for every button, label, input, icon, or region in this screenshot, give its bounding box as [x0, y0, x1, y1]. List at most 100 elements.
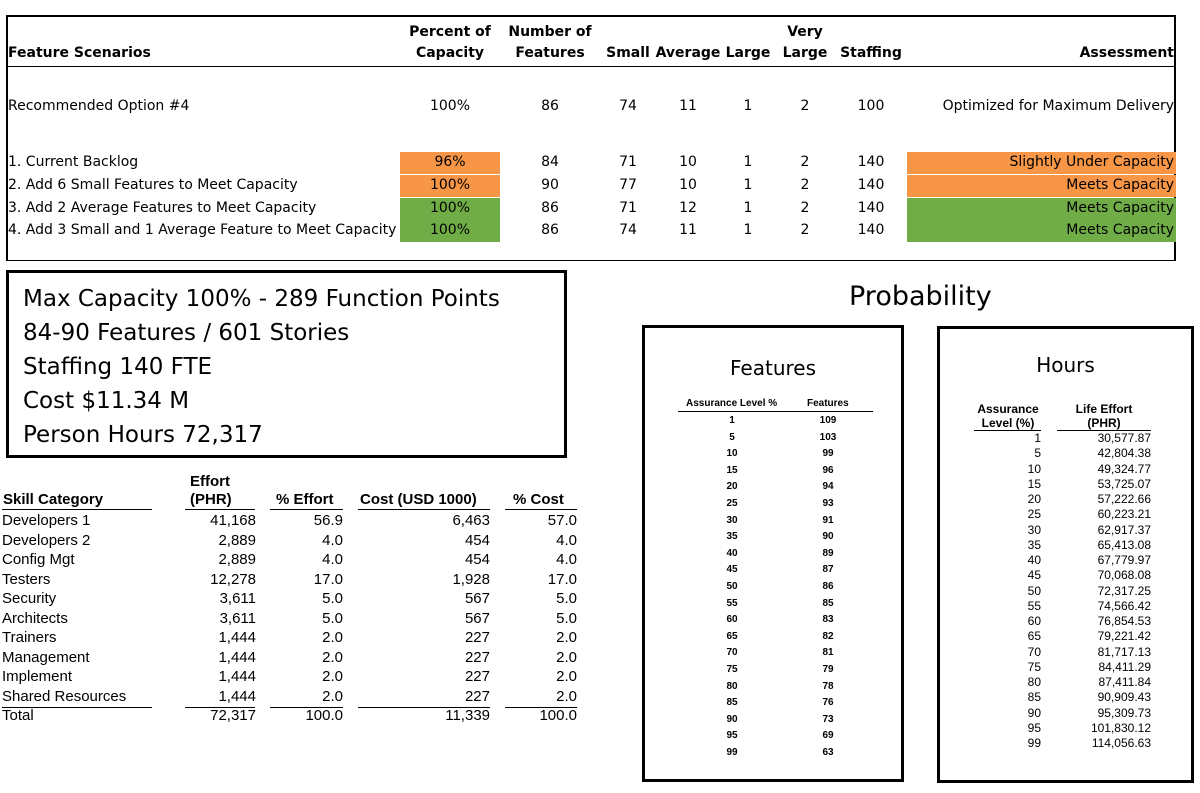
- skill-pct-effort-cell: 17.0: [313, 570, 343, 588]
- skill-category-cell: Security: [2, 590, 57, 607]
- assurance-level-cell: 60: [1027, 614, 1041, 628]
- features-header-underline: [678, 411, 873, 412]
- skill-cost-cell: 227: [464, 687, 490, 705]
- skill-total-divider: [2, 707, 152, 708]
- scenario-percent: 100%: [429, 177, 471, 193]
- skill-cost-cell: 6,463: [452, 512, 490, 529]
- life-effort-cell: 65,413.08: [1097, 537, 1151, 552]
- skill-cost-cell: 227: [464, 648, 490, 666]
- skill-total-divider: [505, 707, 577, 708]
- features-count-cell: 87: [822, 564, 834, 576]
- assurance-level-cell: 15: [726, 464, 738, 476]
- recommended-average: 11: [679, 98, 697, 114]
- features-count-cell: 93: [822, 498, 834, 509]
- assurance-level-cell: 30: [1027, 522, 1041, 537]
- skill-category-table: Skill Category Effort (PHR) % Effort Cos…: [0, 470, 590, 730]
- skill-effort-cell: 1,444: [218, 687, 256, 705]
- skill-effort-cell: 3,611: [219, 590, 256, 607]
- assurance-level-cell: 1: [729, 415, 735, 426]
- scenario-very-large: 2: [800, 154, 810, 170]
- assurance-level-cell: 70: [1027, 644, 1041, 659]
- header-average: Average: [655, 45, 721, 61]
- header-assessment: Assessment: [1079, 45, 1174, 61]
- scenario-staffing: 140: [857, 200, 885, 216]
- skill-effort-cell: 3,611: [219, 609, 256, 627]
- assurance-level-cell: 99: [1027, 736, 1041, 750]
- features-count-cell: 91: [822, 514, 834, 526]
- assurance-level-cell: 45: [1027, 568, 1041, 583]
- scenario-features: 86: [541, 222, 559, 238]
- capacity-summary-box: Max Capacity 100% - 289 Function Points …: [6, 270, 567, 458]
- skill-pct-effort-cell: 4.0: [322, 531, 343, 549]
- life-effort-cell: 101,830.12: [1090, 720, 1151, 735]
- scenario-staffing: 140: [857, 177, 885, 193]
- features-count-cell: 82: [822, 630, 834, 642]
- recommended-option-name: Recommended Option #4: [8, 98, 190, 114]
- header-number-line2: Features: [515, 45, 585, 61]
- features-count-cell: 76: [822, 697, 834, 709]
- skill-pct-cost-cell: 2.0: [556, 629, 577, 646]
- skill-pct-effort-cell: 5.0: [322, 609, 343, 627]
- life-effort-cell: 81,717.13: [1097, 644, 1151, 659]
- summary-staffing: Staffing 140 FTE: [23, 354, 213, 380]
- skill-pct-cost-cell: 2.0: [556, 668, 577, 685]
- life-effort-cell: 114,056.63: [1091, 736, 1151, 750]
- skill-pct-cost-cell: 4.0: [556, 531, 577, 549]
- skill-cost-cell: 454: [464, 551, 490, 568]
- features-count-cell: 89: [822, 547, 834, 559]
- assurance-level-cell: 10: [726, 448, 738, 460]
- assurance-level-cell: 25: [726, 498, 738, 509]
- scenario-very-large: 2: [800, 177, 810, 193]
- skill-header-pct-effort: % Effort: [276, 491, 334, 508]
- skill-pct-cost-cell: 100.0: [539, 707, 577, 724]
- scenario-assessment: Meets Capacity: [1066, 177, 1174, 193]
- skill-pct-cost-cell: 4.0: [556, 551, 577, 568]
- skill-category-cell: Developers 2: [2, 531, 91, 549]
- scenario-small: 74: [619, 222, 637, 238]
- recommended-large: 1: [743, 98, 753, 114]
- skill-pct-effort-cell: 100.0: [305, 707, 343, 724]
- recommended-staffing: 100: [857, 98, 885, 114]
- hours-col-effort-line2: (PHR): [1087, 416, 1121, 430]
- header-very-line1: Very: [787, 24, 823, 40]
- scenario-very-large: 2: [800, 222, 810, 238]
- scenario-percent-fill: [400, 175, 500, 197]
- scenario-very-large: 2: [800, 200, 810, 216]
- life-effort-cell: 42,804.38: [1097, 446, 1151, 461]
- skill-pct-effort-cell: 2.0: [322, 629, 343, 646]
- assurance-level-cell: 50: [1027, 583, 1041, 598]
- header-large: Large: [725, 45, 771, 61]
- probability-title: Probability: [849, 281, 992, 312]
- skill-header-underline: [505, 509, 577, 510]
- skill-cost-cell: 227: [464, 668, 490, 685]
- skill-category-cell: Architects: [2, 609, 68, 627]
- scenario-average: 10: [679, 177, 697, 193]
- header-small: Small: [606, 45, 650, 61]
- features-count-cell: 63: [822, 747, 834, 758]
- life-effort-cell: 79,221.42: [1097, 629, 1151, 644]
- assurance-level-cell: 1: [1034, 431, 1041, 445]
- scenario-staffing: 140: [857, 154, 885, 170]
- skill-category-cell: Trainers: [2, 629, 57, 646]
- skill-header-underline: [185, 509, 255, 510]
- features-col-assurance: Assurance Level %: [686, 398, 778, 409]
- scenario-features: 90: [541, 177, 559, 193]
- life-effort-cell: 67,779.97: [1097, 553, 1151, 567]
- assurance-level-cell: 60: [726, 614, 738, 626]
- life-effort-cell: 57,222.66: [1097, 492, 1151, 506]
- scenario-assessment: Meets Capacity: [1066, 200, 1174, 216]
- skill-pct-cost-cell: 2.0: [556, 687, 577, 705]
- assurance-level-cell: 5: [1034, 446, 1041, 461]
- skill-header-category: Skill Category: [3, 491, 104, 508]
- skill-total-divider: [185, 707, 255, 708]
- features-count-cell: 99: [822, 448, 834, 460]
- assurance-level-cell: 99: [726, 747, 738, 758]
- assurance-level-cell: 15: [1027, 476, 1041, 491]
- scenario-features: 86: [541, 200, 559, 216]
- skill-cost-cell: 1,928: [452, 570, 490, 588]
- skill-header-effort-line2: (PHR): [190, 491, 232, 508]
- scenario-small: 71: [619, 200, 637, 216]
- life-effort-cell: 72,317.25: [1097, 583, 1151, 598]
- feature-scenarios-table: Feature Scenarios Percent of Capacity Nu…: [6, 15, 1176, 261]
- features-count-cell: 79: [822, 664, 834, 675]
